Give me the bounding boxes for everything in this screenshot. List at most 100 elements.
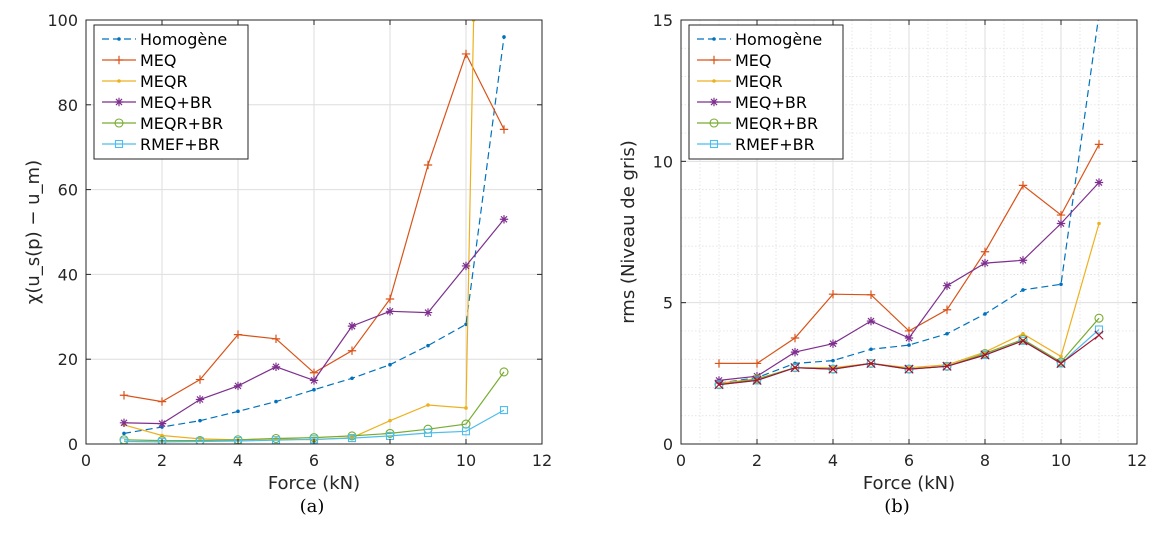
a-legend-entry-meq: MEQ <box>102 51 177 70</box>
b-ytick-label: 10 <box>653 152 673 171</box>
b-point-extra-6 <box>752 375 762 386</box>
a-ytick-label: 40 <box>58 265 78 284</box>
a-legend-marker-meqr <box>117 79 121 83</box>
a-point-rmef-br <box>423 428 433 438</box>
caption-b: (b) <box>884 496 910 517</box>
a-legend-marker-meq <box>114 55 124 65</box>
a-point-homog-ne <box>236 409 240 414</box>
b-legend-label-meq: MEQ <box>735 51 772 70</box>
a-point-rmef-br <box>347 434 357 443</box>
a-point-meqr <box>464 406 468 410</box>
b-legend: Homogène MEQ MEQR MEQ+BR MEQR+BR RMEF+BR <box>688 24 844 160</box>
b-legend-entry-meq-br: MEQ+BR <box>697 93 807 112</box>
b-legend-marker-meq-br <box>709 97 719 107</box>
b-point-homog-ne <box>1059 282 1063 287</box>
b-point-meq <box>752 359 762 368</box>
a-point-meq-br <box>233 381 243 391</box>
a-line-homog-ne <box>123 36 505 434</box>
b-series-layer <box>714 20 1104 390</box>
a-point-homog-ne <box>198 418 202 423</box>
a-point-meq-br <box>347 321 357 331</box>
b-ytick-label: 5 <box>663 294 673 313</box>
b-legend-entry-meqr: MEQR <box>697 72 783 91</box>
a-point-homog-ne <box>350 376 354 381</box>
a-legend-entry-meq-br: MEQ+BR <box>102 93 212 112</box>
a-point-meqr <box>426 403 430 407</box>
b-point-extra-6 <box>942 361 952 371</box>
a-y-axis-label: χ(u_s(p) − u_m) <box>23 160 44 304</box>
a-point-meq-br <box>461 261 471 271</box>
a-point-rmef-br <box>157 437 167 444</box>
caption-a: (a) <box>300 496 325 517</box>
b-point-meq <box>790 333 800 343</box>
a-legend-label-meqr: MEQR <box>140 72 188 91</box>
a-point-meq <box>347 346 357 355</box>
a-xtick-label: 4 <box>233 451 243 470</box>
a-series-meq <box>119 49 509 406</box>
b-point-meqr-br <box>1094 313 1104 323</box>
a-xtick-label: 6 <box>309 451 319 470</box>
b-legend-entry-meqr-br: MEQR+BR <box>697 114 818 133</box>
a-legend-box <box>93 24 249 160</box>
a-xtick-label: 2 <box>157 451 167 470</box>
a-legend-entry-meqr-br: MEQR+BR <box>102 114 223 133</box>
b-xtick-label: 2 <box>752 451 762 470</box>
b-point-extra-6 <box>866 358 876 369</box>
b-point-meqr <box>1097 221 1101 226</box>
a-point-homog-ne <box>464 322 468 327</box>
b-xtick-label: 4 <box>828 451 838 470</box>
a-point-meq-br <box>157 419 167 428</box>
b-point-rmef-br <box>1094 325 1104 334</box>
a-point-meq <box>309 368 319 377</box>
b-point-homog-ne <box>983 312 987 316</box>
b-point-extra-6 <box>1018 336 1028 346</box>
b-point-homog-ne <box>945 331 949 336</box>
a-x-axis-label: Force (kN) <box>268 473 360 494</box>
a-ytick-label: 100 <box>47 11 78 30</box>
a-point-meq <box>271 334 281 344</box>
b-xtick-label: 12 <box>1127 451 1147 470</box>
a-point-rmef-br <box>195 437 205 444</box>
b-point-meq-br <box>828 339 838 348</box>
a-legend-entry-homog-ne: Homogène <box>102 30 227 49</box>
a-legend: Homogène MEQ MEQR MEQ+BR MEQR+BR RMEF+BR <box>93 24 249 160</box>
b-point-extra-6 <box>1056 358 1066 369</box>
b-series-meq <box>714 140 1104 368</box>
a-series-homog-ne <box>122 35 506 436</box>
b-legend-label-rmef-br: RMEF+BR <box>735 135 815 154</box>
b-point-meq-br <box>1056 219 1066 228</box>
a-point-homog-ne <box>426 343 430 348</box>
b-legend-entry-rmef-br: RMEF+BR <box>697 135 815 154</box>
a-ytick-label: 0 <box>68 435 78 454</box>
a-point-rmef-br <box>119 437 129 444</box>
b-point-meqr <box>1021 331 1025 336</box>
b-point-meq <box>714 359 724 368</box>
a-legend-label-meq-br: MEQ+BR <box>140 93 212 112</box>
b-xtick-label: 6 <box>904 451 914 470</box>
a-point-meq <box>423 160 433 170</box>
b-legend-box <box>688 24 844 160</box>
a-point-homog-ne <box>388 362 392 367</box>
a-point-meq <box>157 397 167 406</box>
b-legend-entry-homog-ne: Homogène <box>697 30 822 49</box>
b-point-rmef-br <box>1018 336 1028 345</box>
a-legend-entry-meqr: MEQR <box>102 72 188 91</box>
a-point-meq <box>233 330 243 339</box>
b-point-rmef-br <box>1056 359 1066 368</box>
a-legend-label-meqr-br: MEQR+BR <box>140 114 223 133</box>
a-point-rmef-br <box>461 427 471 436</box>
b-point-meq-br <box>980 258 990 268</box>
b-point-meq-br <box>752 371 762 381</box>
a-point-meqr-br <box>499 367 509 377</box>
b-point-extra-6 <box>714 380 724 390</box>
b-xtick-label: 8 <box>980 451 990 470</box>
a-point-homog-ne <box>274 399 278 404</box>
a-legend-marker-rmef-br <box>114 139 124 149</box>
b-legend-label-meq-br: MEQ+BR <box>735 93 807 112</box>
b-point-meq-br <box>904 333 914 343</box>
a-legend-label-meq: MEQ <box>140 51 177 70</box>
b-point-meq-br <box>942 281 952 290</box>
a-point-homog-ne <box>122 431 126 436</box>
a-point-meq-br <box>385 307 395 316</box>
a-legend-marker-homog-ne <box>117 37 121 41</box>
